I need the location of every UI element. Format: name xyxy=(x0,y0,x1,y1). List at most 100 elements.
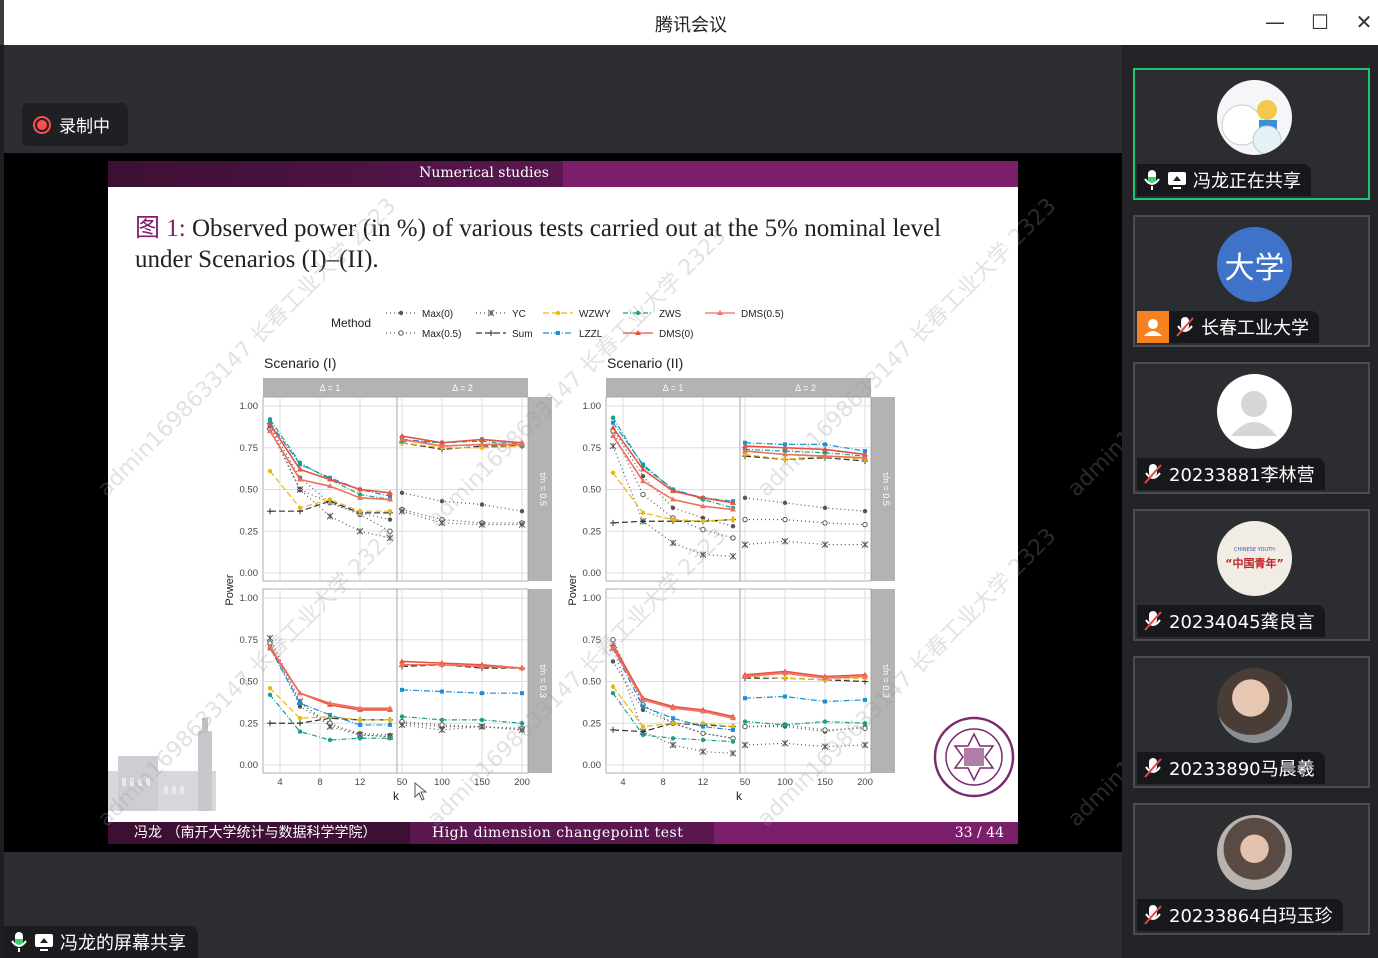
data-point xyxy=(297,720,303,727)
data-point xyxy=(267,508,273,515)
data-point xyxy=(357,494,363,500)
series-line xyxy=(745,677,866,683)
series-line xyxy=(401,508,522,524)
minimize-button[interactable]: — xyxy=(1265,10,1285,34)
screen-share-label[interactable]: 冯龙的屏幕共享 xyxy=(4,926,198,958)
data-point xyxy=(439,498,445,504)
data-point xyxy=(822,446,828,452)
data-point xyxy=(610,726,616,733)
default-avatar xyxy=(1217,374,1292,449)
series-line xyxy=(744,742,866,748)
data-point xyxy=(700,519,706,524)
series-lzzl xyxy=(743,694,867,704)
mic-on-icon xyxy=(11,932,27,952)
participant-tile[interactable]: 20233864白玛玉珍 xyxy=(1133,803,1370,935)
data-point xyxy=(328,712,332,717)
data-point xyxy=(487,309,495,317)
data-point xyxy=(822,453,828,459)
series-zws xyxy=(610,690,736,744)
data-point xyxy=(670,705,676,711)
legend-item: YC xyxy=(476,309,526,320)
data-point xyxy=(730,499,736,505)
series-line xyxy=(745,518,866,526)
slide-header: Numerical studies xyxy=(108,161,1018,187)
data-point xyxy=(640,466,646,472)
data-point xyxy=(297,690,303,696)
data-point xyxy=(640,510,646,516)
caption-text: Observed power (in %) of various tests c… xyxy=(135,215,942,273)
power-chart: Method Max(0) Max(0.5) YC Sum WZWY LZZL ZWS DMS(… xyxy=(224,309,895,803)
data-point xyxy=(670,488,676,494)
series-line xyxy=(612,472,734,522)
data-point xyxy=(267,417,273,422)
participant-tile[interactable]: CHINESE YOUTH “中国青年” 20234045龚良言 xyxy=(1133,509,1370,641)
data-point xyxy=(700,503,706,509)
y-tick-label: 0.00 xyxy=(240,568,259,579)
data-point xyxy=(863,697,867,702)
data-point xyxy=(670,505,676,511)
data-point xyxy=(357,492,363,497)
data-point xyxy=(556,331,560,335)
data-point xyxy=(439,661,445,667)
record-icon xyxy=(33,115,51,134)
maximize-button[interactable]: ☐ xyxy=(1311,10,1329,34)
data-point xyxy=(742,448,748,454)
data-point xyxy=(388,494,392,499)
legend-label: YC xyxy=(512,309,526,320)
series-lzzl xyxy=(400,687,524,696)
legend-label: Max(0.5) xyxy=(422,329,461,340)
x-tick-label: 8 xyxy=(660,777,665,788)
participant-name: 20233890马晨羲 xyxy=(1169,759,1315,780)
data-point xyxy=(478,723,486,730)
series-max-0-5- xyxy=(742,516,868,528)
screen-share-icon xyxy=(1168,172,1186,189)
participant-tile[interactable]: 20233881李林营 xyxy=(1133,362,1370,494)
y-tick-label: 0.75 xyxy=(583,635,602,646)
avatar-text: “中国青年” xyxy=(1225,556,1284,570)
x-tick-label: 200 xyxy=(857,777,873,788)
facet-label: τ/n = 0.3 xyxy=(881,664,891,698)
data-point xyxy=(717,310,723,315)
data-point xyxy=(398,721,406,729)
participant-tile[interactable]: 大学 长春工业大学 xyxy=(1133,215,1370,347)
data-point xyxy=(298,701,302,706)
figure-caption: 图 1: Observed power (in %) of various te… xyxy=(135,213,995,275)
facet-strip xyxy=(528,397,552,581)
data-point xyxy=(610,684,616,689)
footer-author: 冯龙 （南开大学统计与数据科学学院） xyxy=(108,822,410,844)
series-lzzl xyxy=(743,440,867,454)
participant-name: 20233881李林营 xyxy=(1169,465,1315,486)
data-point xyxy=(480,691,484,696)
scenario-title: Scenario (I) xyxy=(264,355,336,371)
data-point xyxy=(479,441,485,447)
series-line xyxy=(612,639,734,739)
recording-indicator[interactable]: 录制中 xyxy=(22,103,128,146)
legend-label: DMS(0) xyxy=(659,329,693,340)
data-point xyxy=(699,748,707,755)
series-line xyxy=(744,455,866,462)
data-point xyxy=(610,470,616,475)
mic-muted-icon xyxy=(1144,464,1162,484)
series-line xyxy=(744,675,866,681)
data-point xyxy=(387,496,393,502)
y-tick-label: 0.75 xyxy=(240,443,259,454)
data-point xyxy=(730,524,736,529)
data-point xyxy=(783,694,787,699)
y-tick-label: 1.00 xyxy=(583,593,602,604)
data-point xyxy=(823,699,827,704)
participant-tile[interactable]: 20233890马晨羲 xyxy=(1133,656,1370,788)
data-point xyxy=(358,722,362,727)
close-button[interactable]: ✕ xyxy=(1355,10,1373,34)
mouse-cursor-icon xyxy=(414,782,428,801)
legend-label: DMS(0.5) xyxy=(741,309,784,320)
data-point xyxy=(730,739,736,744)
data-point xyxy=(399,658,405,664)
series-dms-0-5- xyxy=(267,643,393,711)
data-point xyxy=(742,719,748,724)
data-point xyxy=(640,724,646,729)
data-point xyxy=(297,716,303,721)
data-point xyxy=(611,420,615,425)
legend-label: ZWS xyxy=(659,309,682,320)
participant-tile[interactable]: 冯龙正在共享 xyxy=(1133,68,1370,200)
share-owner-label: 冯龙的屏幕共享 xyxy=(60,933,186,954)
